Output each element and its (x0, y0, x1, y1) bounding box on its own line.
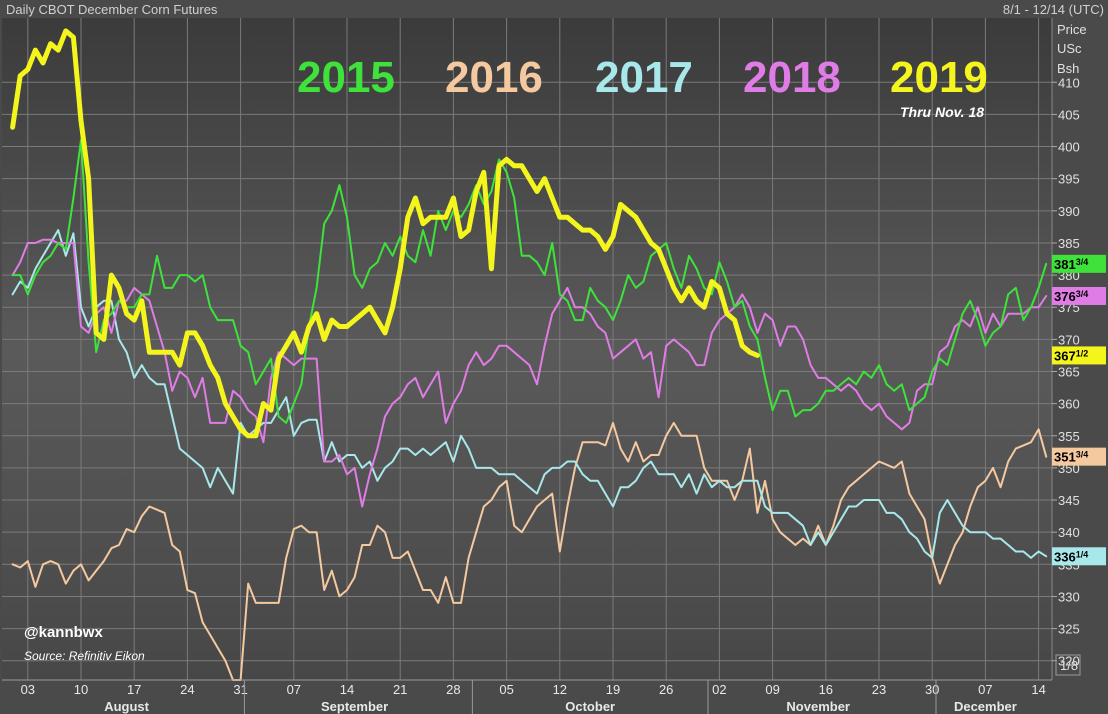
y-tick-label: 385 (1058, 236, 1080, 251)
y-tick-label: 330 (1058, 589, 1080, 604)
month-label: December (954, 699, 1017, 714)
x-tick-label: 23 (872, 682, 886, 697)
axis-unit-price: Price (1057, 22, 1087, 37)
x-tick-label: 24 (180, 682, 194, 697)
note-thru: Thru Nov. 18 (900, 104, 984, 120)
last-price-2019: 3671/2 (1052, 346, 1106, 365)
fraction-label: 1/8 (1060, 658, 1078, 673)
legend-2019: 2019 (890, 53, 988, 102)
x-axis: 03 10 17 24 31 07 14 21 28 05 12 19 26 02 09 16 23 30 07 14… (2, 679, 1052, 714)
legend-2016: 2016 (445, 53, 543, 102)
x-tick-label: 19 (606, 682, 620, 697)
x-tick-label: 02 (712, 682, 726, 697)
axis-unit-usc: USc (1057, 41, 1082, 56)
y-tick-label: 320 (1058, 654, 1080, 669)
y-tick-label: 390 (1058, 204, 1080, 219)
svg-text:3763/4: 3763/4 (1054, 289, 1088, 304)
svg-text:3671/2: 3671/2 (1054, 348, 1088, 363)
month-label: October (565, 699, 615, 714)
series-line-2019 (10, 28, 760, 439)
legend: 2015 2016 2017 2018 2019 (297, 53, 988, 102)
x-tick-label: 12 (553, 682, 567, 697)
last-price-2016: 3513/4 (1052, 447, 1106, 466)
source-credit: Source: Refinitiv Eikon (24, 649, 145, 663)
series-line-2016 (11, 421, 1048, 681)
y-tick-label: 410 (1058, 75, 1080, 90)
y-tick-label: 365 (1058, 364, 1080, 379)
x-tick-label: 07 (978, 682, 992, 697)
month-label: September (321, 699, 388, 714)
series-lines (10, 28, 1048, 681)
x-tick-label: 10 (74, 682, 88, 697)
plot-area (2, 18, 1052, 680)
y-tick-label: 405 (1058, 107, 1080, 122)
chart-title: Daily CBOT December Corn Futures (6, 2, 218, 17)
y-tick-label: 395 (1058, 172, 1080, 187)
legend-2018: 2018 (743, 53, 841, 102)
last-price-2017: 3361/4 (1052, 547, 1106, 566)
y-tick-label: 325 (1058, 622, 1080, 637)
month-label: August (104, 699, 149, 714)
svg-text:3813/4: 3813/4 (1054, 257, 1088, 272)
y-axis: 3203253303353403453503553603653703753803… (1052, 75, 1080, 669)
legend-2015: 2015 (297, 53, 395, 102)
series-line-2018 (11, 238, 1048, 508)
x-tick-label: 09 (765, 682, 779, 697)
series-line-2015 (11, 139, 1048, 424)
x-tick-label: 07 (287, 682, 301, 697)
last-price-2018: 3763/4 (1052, 286, 1106, 305)
x-tick-label: 31 (233, 682, 247, 697)
x-tick-label: 21 (393, 682, 407, 697)
y-tick-label: 355 (1058, 429, 1080, 444)
x-tick-label: 03 (21, 682, 35, 697)
fraction-box (1055, 654, 1081, 676)
legend-2017: 2017 (595, 53, 693, 102)
series-line-2017 (11, 229, 1048, 559)
x-tick-label: 30 (925, 682, 939, 697)
date-range: 8/1 - 12/14 (UTC) (1003, 2, 1104, 17)
svg-text:3361/4: 3361/4 (1054, 549, 1088, 564)
grid (2, 18, 1052, 680)
y-tick-label: 345 (1058, 493, 1080, 508)
y-tick-label: 340 (1058, 525, 1080, 540)
last-price-2015: 3813/4 (1052, 254, 1106, 273)
x-tick-label: 05 (499, 682, 513, 697)
x-tick-label: 28 (446, 682, 460, 697)
svg-text:3513/4: 3513/4 (1054, 450, 1088, 465)
axis-unit-bsh: Bsh (1057, 61, 1079, 76)
twitter-handle: @kannbwx (24, 624, 103, 641)
last-price-labels: 3513/4 3361/4 3763/4 3813/4 3671/2 (1052, 254, 1106, 566)
month-label: November (786, 699, 850, 714)
y-tick-label: 370 (1058, 332, 1080, 347)
x-tick-label: 26 (659, 682, 673, 697)
y-tick-label: 360 (1058, 397, 1080, 412)
x-tick-label: 17 (127, 682, 141, 697)
y-tick-label: 400 (1058, 140, 1080, 155)
x-tick-label: 14 (1031, 682, 1045, 697)
x-tick-label: 16 (819, 682, 833, 697)
x-tick-label: 14 (340, 682, 354, 697)
